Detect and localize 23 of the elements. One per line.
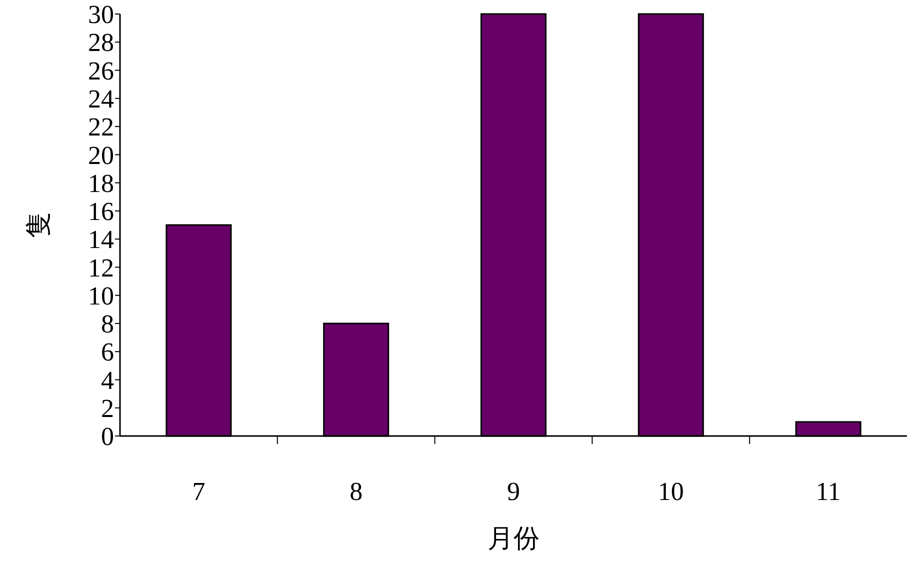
- y-tick-label: 18: [88, 168, 114, 198]
- y-tick-label: 0: [101, 422, 114, 452]
- y-tick-label: 14: [88, 225, 114, 254]
- x-tick-label: 10: [658, 477, 684, 506]
- y-tick-label: 30: [88, 0, 114, 30]
- x-axis-title: 月份: [488, 524, 540, 553]
- y-tick-label: 2: [101, 394, 114, 423]
- x-tick-label: 8: [350, 477, 363, 506]
- y-tick-label: 8: [101, 310, 114, 339]
- y-axis-title: 隻: [24, 212, 54, 238]
- y-tick-label: 6: [101, 338, 114, 367]
- y-tick-label: 22: [88, 112, 114, 142]
- y-tick-label: 12: [88, 253, 114, 282]
- y-tick-label: 28: [88, 28, 114, 58]
- y-tick-label: 16: [88, 197, 114, 226]
- y-tick-label: 20: [88, 140, 114, 170]
- y-tick-label: 10: [88, 281, 114, 310]
- y-tick-label: 26: [88, 56, 114, 86]
- y-tick-label: 4: [101, 366, 114, 395]
- x-tick-label: 11: [816, 477, 841, 506]
- x-tick-label: 7: [192, 477, 206, 506]
- x-tick-label: 9: [507, 477, 520, 506]
- y-tick-label: 24: [88, 84, 114, 114]
